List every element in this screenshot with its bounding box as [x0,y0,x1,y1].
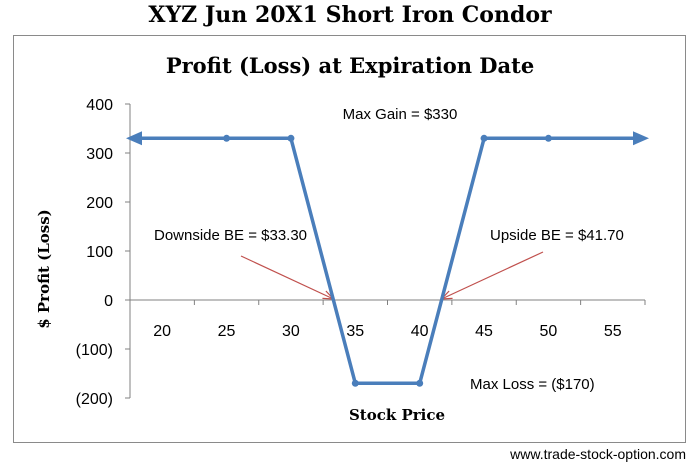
y-tick-label: 300 [86,146,113,163]
y-tick-label: (100) [76,342,113,359]
axes-layer: 400 300 200 100 0 (100) (200) 20 25 30 35 40 45 50 55 [76,97,646,408]
annotation-max-gain: Max Gain = $330 [343,106,458,123]
x-tick-label: 40 [411,323,429,340]
data-point [287,134,295,142]
chart-frame: Profit (Loss) at Expiration Date $ Profi… [13,35,686,443]
x-tick-label: 50 [540,323,558,340]
x-tick-label: 25 [218,323,236,340]
source-url: www.trade-stock-option.com [510,446,686,462]
data-point [416,379,424,387]
y-tick-label: 400 [86,97,113,114]
payoff-line [130,136,645,386]
data-point [351,379,359,387]
annotation-labels: Max Gain = $330 Downside BE = $33.30 Upsid… [154,106,624,393]
y-tick-label: 100 [86,244,113,261]
annotation-downside-be-arrow [240,255,334,300]
line-arrowhead-left [126,131,142,146]
annotation-downside-be: Downside BE = $33.30 [154,227,307,244]
y-tick-label: 200 [86,195,113,212]
y-axis-label: $ Profit (Loss) [35,209,53,329]
data-point [544,134,552,142]
line-arrowhead-right [633,131,649,146]
annotation-max-loss: Max Loss = ($170) [470,376,595,393]
y-tick-label: 0 [104,293,113,310]
page-title: XYZ Jun 20X1 Short Iron Condor [148,2,552,28]
x-tick-label: 20 [153,323,171,340]
data-point [223,134,231,142]
chart-title: Profit (Loss) at Expiration Date [166,53,534,78]
series-layer [126,131,649,387]
data-point [480,134,488,142]
x-axis-label: Stock Price [349,406,445,424]
annotation-arrows [240,251,544,300]
x-tick-label: 35 [346,323,364,340]
x-tick-label: 55 [604,323,622,340]
x-tick-label: 45 [475,323,493,340]
x-tick-label: 30 [282,323,300,340]
annotation-upside-be: Upside BE = $41.70 [490,227,624,244]
y-tick-label: (200) [76,391,113,408]
annotation-upside-be-arrow [441,251,544,300]
payoff-chart: Profit (Loss) at Expiration Date $ Profi… [35,53,649,424]
